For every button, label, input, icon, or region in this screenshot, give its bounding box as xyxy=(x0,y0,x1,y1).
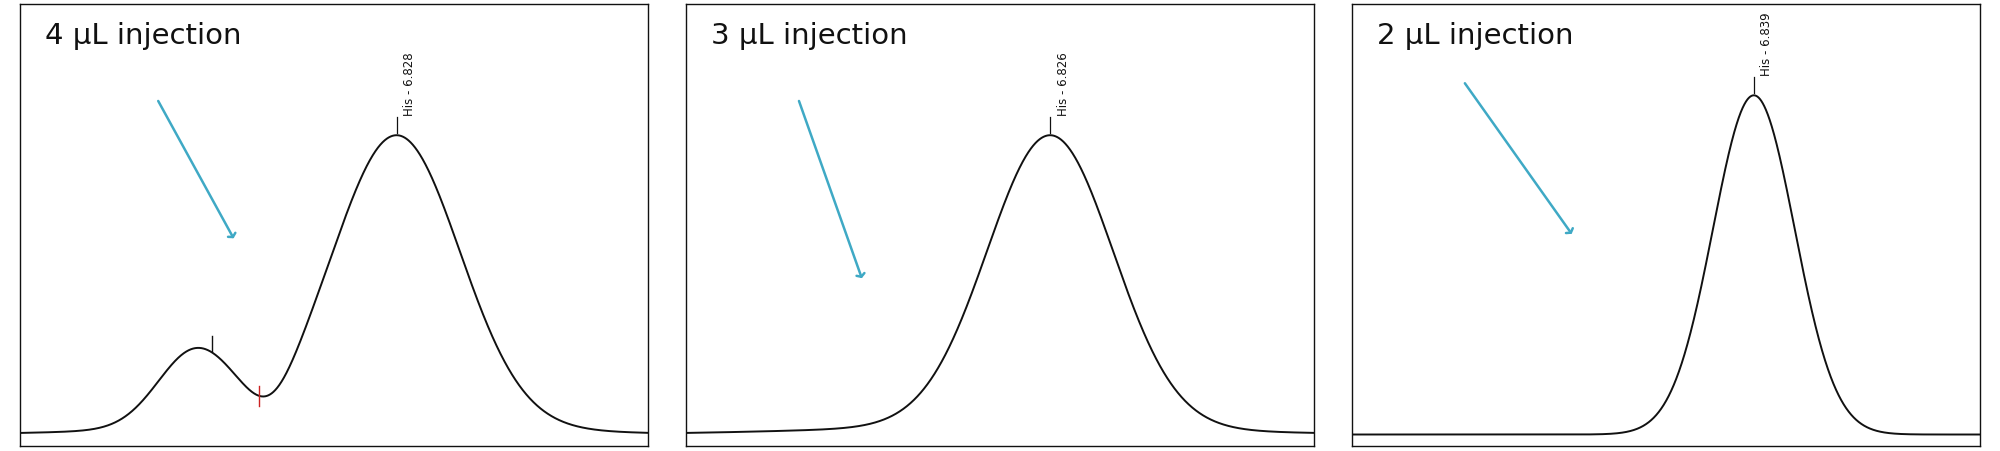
Text: 4 μL injection: 4 μL injection xyxy=(46,22,242,50)
Text: His - 6.839: His - 6.839 xyxy=(1760,13,1774,76)
Text: 2 μL injection: 2 μL injection xyxy=(1376,22,1574,50)
Text: 3 μL injection: 3 μL injection xyxy=(712,22,908,50)
Text: His - 6.828: His - 6.828 xyxy=(404,52,416,116)
Text: His - 6.826: His - 6.826 xyxy=(1056,52,1070,116)
